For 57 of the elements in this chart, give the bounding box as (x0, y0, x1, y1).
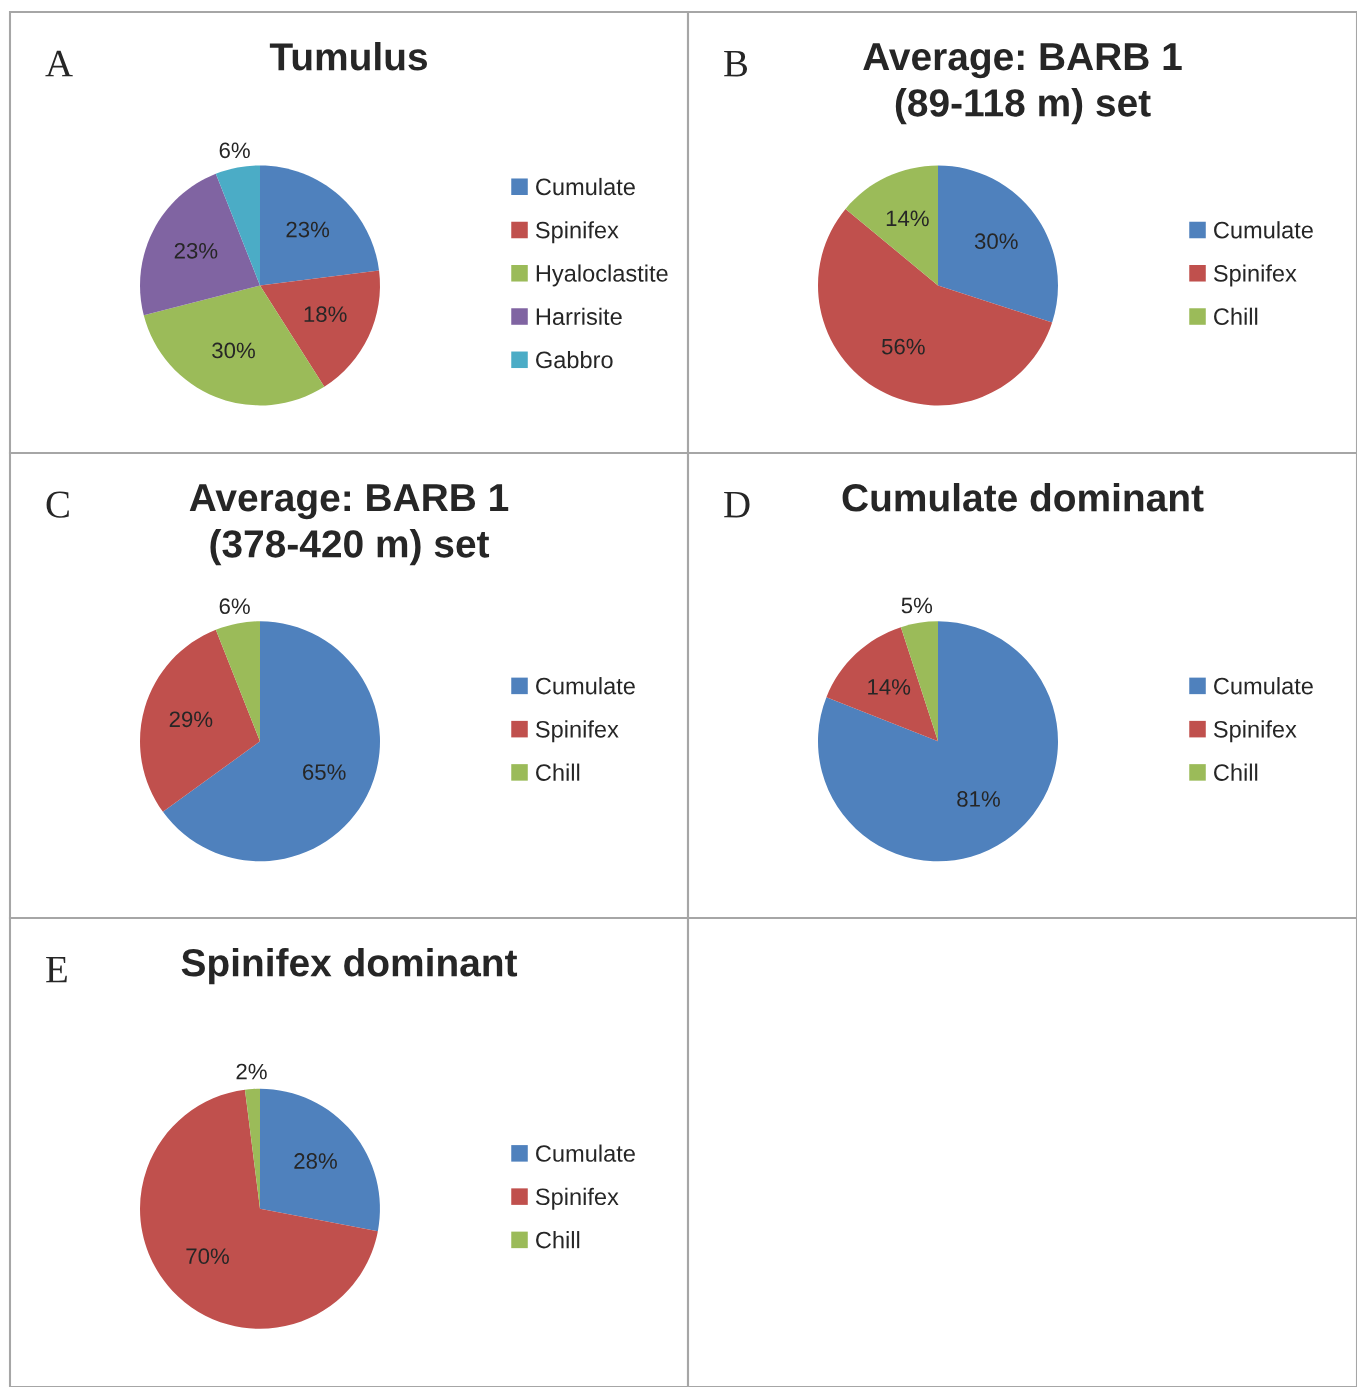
pie-slice (818, 621, 1058, 862)
chart-title: Average: BARB 1 (378-420 m) set (189, 484, 509, 566)
pie-slice (162, 621, 380, 862)
pie-slice (845, 165, 938, 286)
legend-label: Chill (536, 1231, 580, 1249)
legend-label: Spinifex (535, 221, 619, 244)
data-label: 23% (286, 221, 330, 238)
legend-label: Hyaloclastite (536, 264, 668, 287)
data-label: 29% (169, 711, 213, 728)
legend-label: Cumulate (1214, 221, 1313, 239)
text: D (724, 491, 750, 518)
text: C (46, 491, 69, 518)
legend-label: Spinifex (1213, 264, 1297, 287)
data-label: 30% (974, 233, 1018, 250)
data-label: 6% (219, 598, 250, 615)
legend-label: Spinifex (535, 720, 619, 743)
pie-slice (140, 629, 260, 812)
legend-label: Cumulate (536, 1144, 635, 1162)
legend-label: Cumulate (536, 677, 635, 695)
pie-slice (215, 621, 260, 742)
data-label: 23% (174, 242, 218, 259)
data-label: 6% (219, 142, 250, 159)
chart-title: Spinifex dominant (181, 948, 518, 985)
data-label: 14% (868, 679, 911, 695)
legend-label: Chill (536, 763, 580, 781)
legend-label: Harrisite (536, 307, 622, 326)
legend-label: Chill (1214, 763, 1258, 781)
data-label: 65% (303, 764, 346, 780)
data-label: 2% (236, 1063, 267, 1080)
legend-label: Chill (1214, 307, 1258, 326)
pie-slice (938, 165, 1058, 323)
data-label: 81% (957, 791, 1000, 807)
data-label: 14% (886, 210, 929, 227)
chart-title: Tumulus (269, 42, 427, 71)
data-label: 18% (304, 306, 347, 323)
legend-label: Cumulate (1214, 677, 1313, 695)
text: E (46, 956, 67, 983)
data-label: 70% (186, 1248, 229, 1265)
legend-label: Cumulate (536, 177, 635, 196)
legend-label: Gabbro (536, 350, 613, 369)
pie-slice (260, 165, 380, 286)
pie-slice (140, 173, 260, 316)
data-label: 28% (294, 1153, 337, 1169)
data-label: 30% (212, 342, 255, 359)
chart-title: Cumulate dominant (842, 483, 1204, 512)
pie-slice (818, 208, 1053, 406)
legend-label: Spinifex (535, 1187, 619, 1210)
pie-slice (260, 1088, 380, 1232)
text: B (724, 50, 748, 77)
pie-slice (826, 627, 938, 742)
pie-slice (260, 270, 380, 387)
data-label: 56% (881, 338, 925, 355)
data-label: 5% (901, 597, 933, 614)
text: A (45, 50, 73, 77)
pie-slice (140, 1089, 378, 1329)
legend-label: Spinifex (1213, 720, 1297, 743)
chart-title: Average: BARB 1 (89-118 m) set (863, 43, 1182, 125)
